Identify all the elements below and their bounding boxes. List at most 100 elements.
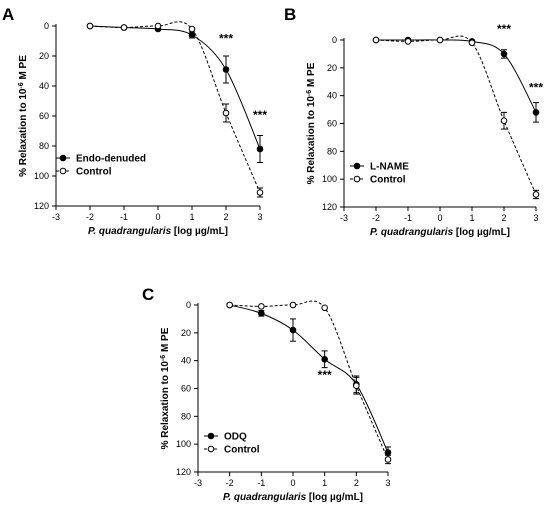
panel-b-y-tick-label: 100 [322, 174, 337, 184]
panel-a-x-tick-label: -1 [120, 212, 128, 222]
panel-b-y-tick-label: 40 [327, 91, 337, 101]
panel-a-y-tick-label: 60 [39, 111, 49, 121]
panel-b-series-control-point [532, 191, 540, 198]
panel-a-y-tick-label: 0 [44, 21, 49, 31]
panel-c-legend-control-marker [207, 445, 215, 453]
panel-c-y-axis-title: % Relaxation to 10-6 M PE [160, 327, 172, 449]
panel-b-legend-control-label: Control [370, 175, 406, 186]
panel-b-legend-control-marker [353, 175, 361, 183]
panel-c-series-odq-point [289, 326, 297, 334]
panel-b-x-axis-title-unit: [log µg/mL] [453, 227, 510, 238]
panel-b-series-l-name-line [375, 39, 537, 113]
panel-a-y-tick-label: 40 [39, 81, 49, 91]
panel-a-x-tick-label: 3 [257, 212, 262, 222]
panel-a-x-tick-label: 0 [155, 212, 160, 222]
panel-b-x-tick-label: 0 [437, 213, 442, 223]
panel-a-legend-endo-denuded-marker [59, 154, 67, 162]
panel-b-y-axis-title-exponent: -6 [306, 90, 313, 96]
panel-c-x-axis-title: P. quadrangularis [log µg/mL] [223, 492, 363, 503]
panel-a-significance-marker: *** [253, 108, 267, 122]
panel-b-x-tick-label: 3 [533, 213, 538, 223]
panel-a-series-control-point [154, 22, 162, 30]
panel-a-series-control-point [256, 189, 264, 196]
panel-a-series-control-point [222, 109, 230, 117]
panel-b-y-tick-label: 0 [332, 35, 337, 45]
panel-a-y-tick-label: 20 [39, 51, 49, 61]
panel-a-y-axis-title: % Relaxation to 10-6 M PE [18, 55, 30, 177]
panel-c-x-tick-label: -2 [226, 478, 234, 488]
panel-a-x-tick-label: -3 [52, 212, 60, 222]
panel-b-significance-marker: *** [529, 80, 543, 94]
panel-a-series-control-line [89, 21, 261, 193]
panel-b-y-tick-label: 60 [327, 119, 337, 129]
panel-c-x-tick-label: -3 [194, 478, 202, 488]
panel-b-legend-l-name-marker [353, 162, 361, 170]
panel-a-y-tick-label: 80 [39, 141, 49, 151]
panel-a-series-endo-denuded-point [222, 66, 230, 73]
panel-a-y-tick-label: 100 [34, 171, 49, 181]
panel-c-y-axis-title-unit: M PE [160, 327, 171, 355]
panel-a-series-control-point [120, 24, 128, 31]
panel-a-x-axis-title-species: P. quadrangularis [88, 226, 172, 237]
panel-b-series-control-point [500, 117, 508, 125]
panel-a-x-axis-title: P. quadrangularis [log µg/mL] [88, 226, 228, 237]
panel-c-y-axis-title-exponent: -6 [160, 355, 167, 361]
panel-c-x-tick-label: 2 [354, 478, 359, 488]
panel-c-x-axis-title-species: P. quadrangularis [223, 492, 307, 503]
panel-c-x-tick-label: 0 [290, 478, 295, 488]
panel-a-x-tick-label: -2 [86, 212, 94, 222]
panel-c-series-odq-point [321, 355, 328, 363]
panel-c-y-tick-label: 120 [176, 467, 191, 477]
panel-b-series-l-name-point [532, 109, 540, 116]
panel-b-series-l-name-point [500, 50, 508, 58]
panel-b-series-control-point [436, 36, 444, 44]
panel-c-series-odq-line [229, 304, 389, 453]
panel-a-y-axis-title-exponent: -6 [18, 82, 25, 88]
panel-b-y-tick-label: 80 [327, 146, 337, 156]
panel-b-x-tick-label: 1 [469, 213, 474, 223]
panel-b-x-tick-label: -3 [340, 213, 348, 223]
panel-c-y-axis-title-main: % Relaxation to 10 [160, 361, 171, 450]
panel-a-x-axis-title-unit: [log µg/mL] [171, 226, 228, 237]
panel-c-series-control-point [353, 382, 360, 390]
panel-b-y-tick-label: 120 [322, 202, 337, 212]
panel-b-significance-marker: *** [497, 22, 511, 36]
panel-c-y-tick-label: 40 [181, 356, 191, 366]
panel-b-y-tick-label: 20 [327, 63, 337, 73]
panel-b-y-axis-title: % Relaxation to 10-6 M PE [306, 62, 318, 184]
panel-b-x-axis-title: P. quadrangularis [log µg/mL] [370, 227, 510, 238]
panel-c-x-axis-title-unit: [log µg/mL] [306, 492, 363, 503]
panel-a-series-endo-denuded-point [188, 31, 196, 39]
panel-c-y-tick-label: 20 [181, 328, 191, 338]
panel-c-x-tick-label: -1 [257, 478, 265, 488]
panel-c-series-control-point [226, 301, 233, 309]
panel-c-legend-odq-label: ODQ [224, 432, 247, 443]
panel-b-x-tick-label: -2 [372, 213, 380, 223]
panel-b-x-tick-label: -1 [404, 213, 412, 223]
panel-b: B 0 20 40 60 80 100 120-3 -2 -1 0 1 2 3 P. quadrangula… [284, 5, 543, 238]
panel-b-y-axis-title-unit: M PE [306, 62, 317, 90]
panel-b-letter: B [284, 5, 296, 24]
panel-c-series-control-line [229, 300, 389, 460]
panel-c-x-tick-label: 1 [322, 478, 327, 488]
panel-a-legend-control-marker [59, 167, 67, 175]
panel-a-legend-control-label: Control [76, 167, 112, 178]
panel-b-x-tick-label: 2 [501, 213, 506, 223]
panel-c-letter: C [142, 285, 154, 304]
panel-a-series-control-point [188, 25, 196, 33]
panel-c-series-odq-point [258, 310, 265, 317]
panel-c-series-control-point [289, 301, 297, 309]
panel-a-letter: A [2, 5, 14, 24]
panel-c-series-control-point [258, 303, 265, 310]
panel-a-y-axis-title-main: % Relaxation to 10 [18, 88, 29, 177]
panel-c-legend-odq-marker [207, 432, 215, 440]
panel-c-legend-control-label: Control [224, 445, 260, 456]
panel-a-significance-marker: *** [219, 32, 233, 46]
panel-a-y-axis-title-unit: M PE [18, 55, 29, 83]
panel-a-x-tick-label: 1 [189, 212, 194, 222]
panel-a-series-endo-denuded-line [89, 25, 261, 150]
panel-b-legend-l-name-label: L-NAME [370, 162, 409, 173]
panel-c-x-tick-label: 3 [385, 478, 390, 488]
panel-b-series-control-point [468, 39, 476, 47]
